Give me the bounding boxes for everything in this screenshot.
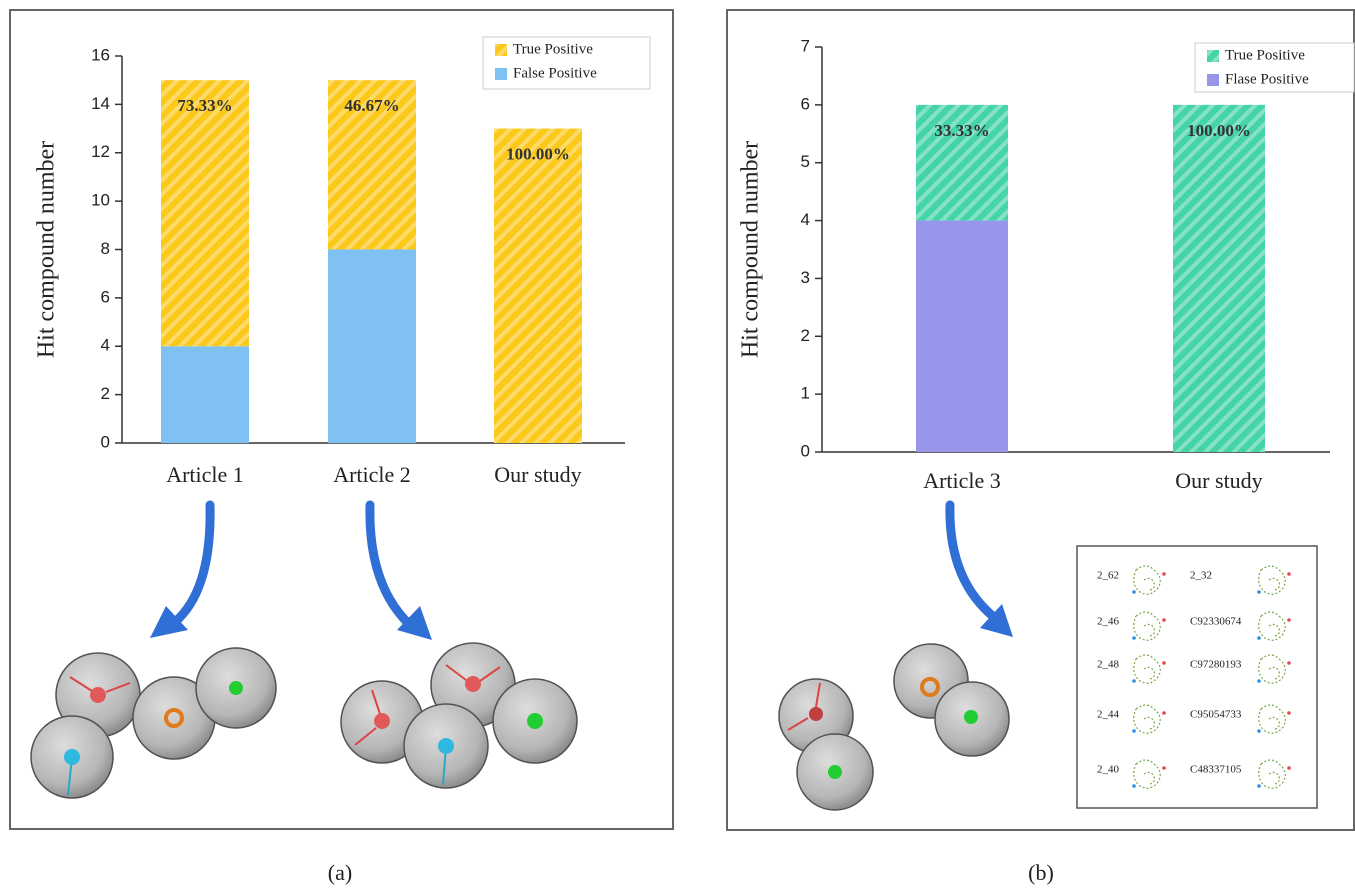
molecule-dot: [1132, 590, 1136, 594]
molecule-dot: [1287, 766, 1291, 770]
legend-label: Flase Positive: [1225, 71, 1309, 87]
legend-swatch: [1207, 50, 1219, 62]
molecule-dot: [1257, 636, 1261, 640]
y-axis-label: Hit compound number: [738, 141, 764, 358]
molecule-dot: [1287, 711, 1291, 715]
arrow-heads: [150, 604, 1013, 640]
figure: 2_62 2_32 2_46 C92330674 2_48 C97280193 2_44 C9…: [0, 0, 1355, 888]
bar-annotation: 33.33%: [934, 121, 989, 140]
y-tick-label: 8: [101, 239, 110, 258]
legend-label: True Positive: [1225, 47, 1305, 63]
bar-annotation: 100.00%: [1187, 121, 1251, 140]
molecule-dot: [1257, 784, 1261, 788]
bar-annotation: 46.67%: [344, 96, 399, 115]
molecule-dot: [1162, 766, 1166, 770]
y-tick-label: 4: [801, 210, 810, 229]
molecule-dot: [1132, 679, 1136, 683]
molecule-dot: [1162, 618, 1166, 622]
compound-label: C48337105: [1190, 764, 1242, 776]
legend-label: False Positive: [513, 65, 597, 81]
y-tick-label: 2: [801, 326, 810, 345]
compound-label: 2_48: [1097, 659, 1120, 671]
y-tick-label: 4: [101, 336, 110, 355]
x-tick-label: Article 1: [166, 462, 244, 487]
compound-label: C95054733: [1190, 709, 1242, 721]
molecule-dot: [1162, 572, 1166, 576]
y-tick-label: 16: [91, 45, 110, 64]
y-tick-label: 1: [801, 384, 810, 403]
compound-label: 2_32: [1190, 570, 1212, 582]
y-tick-label: 6: [801, 94, 810, 113]
x-tick-label: Our study: [494, 462, 581, 487]
y-tick-label: 12: [91, 142, 110, 161]
y-tick-label: 6: [101, 287, 110, 306]
molecule-dot: [1287, 618, 1291, 622]
bar-segment: [161, 346, 249, 443]
molecule-dot: [1162, 661, 1166, 665]
arrows: [175, 505, 995, 625]
legend-label: True Positive: [513, 41, 593, 57]
y-tick-label: 3: [801, 268, 810, 287]
compound-label: 2_46: [1097, 616, 1120, 628]
bar-annotation: 73.33%: [177, 96, 232, 115]
molecule-dot: [1257, 729, 1261, 733]
y-tick-label: 2: [101, 384, 110, 403]
bar-segment: [161, 80, 249, 346]
y-axis-label: Hit compound number: [34, 141, 60, 358]
legend-swatch: [495, 68, 507, 80]
x-tick-label: Article 3: [923, 468, 1001, 493]
molecule-dot: [1287, 661, 1291, 665]
compound-label: 2_62: [1097, 570, 1119, 582]
legend-swatch: [1207, 74, 1219, 86]
bar-segment: [328, 250, 416, 444]
y-tick-label: 0: [101, 432, 110, 451]
bar-segment: [916, 221, 1008, 452]
y-tick-label: 0: [801, 441, 810, 460]
bar-segment: [1173, 105, 1265, 452]
molecule-dot: [1132, 729, 1136, 733]
molecule-dot: [1132, 784, 1136, 788]
caption: (a): [328, 860, 352, 885]
y-tick-label: 5: [801, 152, 810, 171]
molecule-dot: [1162, 711, 1166, 715]
x-tick-label: Our study: [1175, 468, 1262, 493]
x-tick-label: Article 2: [333, 462, 411, 487]
compound-label: C92330674: [1190, 616, 1242, 628]
caption: (b): [1028, 860, 1054, 885]
legend-swatch: [495, 44, 507, 56]
molecule-dot: [1257, 679, 1261, 683]
molecule-dot: [1287, 572, 1291, 576]
y-tick-label: 14: [91, 94, 110, 113]
compound-label: 2_44: [1097, 709, 1120, 721]
y-tick-label: 7: [801, 36, 810, 55]
compound-label: 2_40: [1097, 764, 1120, 776]
bar-annotation: 100.00%: [506, 144, 570, 163]
molecule-dot: [1257, 590, 1261, 594]
molecule-dot: [1132, 636, 1136, 640]
compound-label: C97280193: [1190, 659, 1242, 671]
y-tick-label: 10: [91, 191, 110, 210]
bar-segment: [494, 129, 582, 443]
